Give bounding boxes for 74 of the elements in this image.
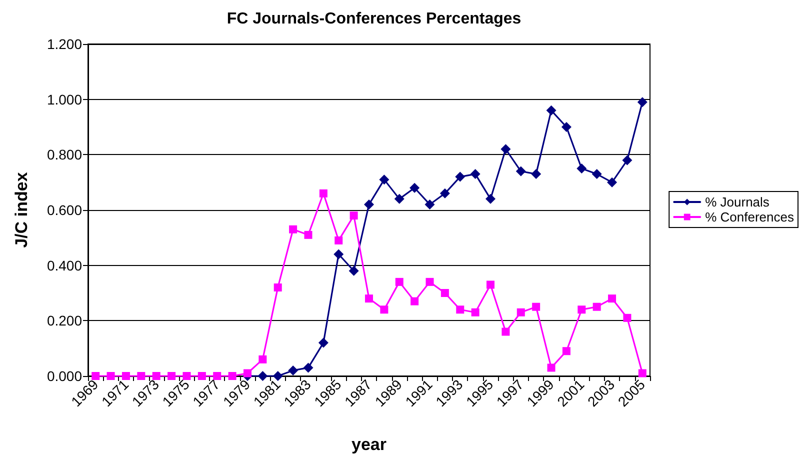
point [334,249,344,260]
point [410,182,420,193]
point [228,372,236,380]
point [546,105,556,116]
point [122,372,130,380]
point [182,372,191,380]
point [424,199,435,210]
point [623,314,632,322]
point [319,189,328,198]
point [561,122,572,132]
point [456,306,464,314]
point [576,164,587,174]
point [562,347,570,356]
point [348,266,359,276]
point [486,194,496,204]
chart-title: FC Journals-Conferences Percentages [226,10,522,28]
y-tick-label: 0.600 [46,202,82,218]
point [471,308,480,316]
point [288,365,298,376]
point [410,297,419,306]
point [106,372,115,380]
point [532,302,540,311]
point [395,278,404,286]
point [637,97,648,108]
y-tick-label: 0.800 [46,146,82,163]
point [364,199,374,210]
point [92,372,100,380]
point [440,188,450,198]
point [243,369,252,378]
point [516,166,526,176]
point [304,230,312,239]
point [394,194,404,204]
y-tick-label: 1.200 [46,36,82,52]
point [516,308,525,316]
legend-label: % Conferences [705,210,794,224]
point [638,369,646,378]
point [318,338,328,348]
point [500,144,511,154]
point [380,306,388,314]
point [258,355,267,364]
point [622,155,632,166]
point [547,364,556,372]
point [350,212,358,220]
y-tick-label: 0.400 [46,257,82,274]
point [213,372,222,380]
point [440,289,449,297]
point [365,294,373,303]
point [303,362,314,373]
y-tick-label: 0.200 [46,312,82,329]
y-axis-title: J/C index [12,172,31,248]
point [258,371,268,381]
point [470,169,480,180]
point [379,174,390,185]
point [608,294,616,303]
point [607,177,618,188]
point [455,172,466,182]
point [486,280,495,289]
point [274,283,282,292]
point [531,169,542,180]
legend-label: % Journals [705,194,770,210]
point [502,328,510,336]
point [334,236,343,244]
y-tick-label: 1.000 [46,91,82,108]
point [168,372,176,380]
point [289,225,298,234]
point [578,306,586,314]
y-tick-label: 0.000 [46,368,82,384]
x-axis-title: year [352,435,387,454]
point [272,371,283,381]
point [426,278,434,286]
point [137,372,146,380]
point [592,302,601,311]
point [592,169,602,180]
point [152,372,160,380]
